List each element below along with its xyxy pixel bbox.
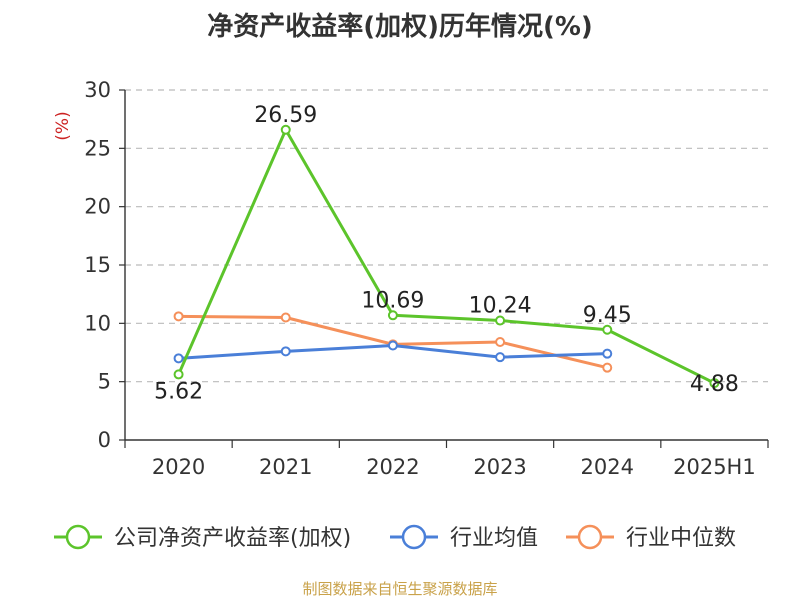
y-tick-label: 0: [98, 428, 111, 452]
data-point: [173, 311, 184, 322]
data-label: 10.69: [361, 288, 424, 313]
legend-swatch-marker: [65, 524, 91, 550]
data-label: 4.88: [690, 372, 739, 397]
y-tick-label: 25: [84, 136, 111, 160]
y-tick-label: 15: [84, 253, 111, 277]
y-tick-label: 10: [84, 311, 111, 335]
x-tick-label: 2025H1: [673, 455, 756, 479]
legend-item-2: 行业中位数: [566, 524, 736, 551]
y-tick-label: 30: [84, 78, 111, 102]
data-point: [173, 369, 184, 380]
data-label: 10.24: [469, 294, 532, 319]
axes: 0 5 10 15 20 25 30 2020 2021 2022 2023 2024 2025H1: [84, 78, 769, 479]
data-labels: 5.62 26.59 10.69 10.24 9.45 4.88: [154, 103, 739, 405]
data-point: [709, 378, 720, 389]
legend-label: 行业均值: [450, 526, 538, 551]
data-label: 26.59: [254, 103, 317, 128]
x-tick-label: 2021: [259, 455, 312, 479]
x-tick-label: 2020: [152, 455, 205, 479]
series-layer: [173, 124, 720, 389]
legend-swatch-marker: [577, 524, 603, 550]
data-point: [280, 124, 291, 135]
legend-item-0: 公司净资产收益率(加权): [54, 524, 351, 551]
legend-label: 公司净资产收益率(加权): [114, 526, 351, 551]
data-point: [495, 315, 506, 326]
source-note: 制图数据来自恒生聚源数据库: [302, 580, 498, 598]
data-point: [280, 346, 291, 357]
legend-label: 行业中位数: [626, 526, 736, 551]
data-label: 5.62: [154, 379, 203, 404]
data-point: [387, 340, 398, 351]
data-point: [173, 353, 184, 364]
x-tick-label: 2022: [366, 455, 419, 479]
data-point: [602, 348, 613, 359]
data-point: [602, 324, 613, 335]
y-tick-label: 5: [98, 370, 111, 394]
data-point: [387, 310, 398, 321]
legend: 公司净资产收益率(加权) 行业均值 行业中位数: [54, 524, 736, 551]
legend-item-1: 行业均值: [390, 524, 538, 551]
data-point: [495, 337, 506, 347]
x-tick-label: 2024: [581, 455, 634, 479]
x-tick-label: 2023: [473, 455, 526, 479]
data-point: [495, 352, 506, 363]
grid-lines: [125, 89, 768, 383]
y-tick-label: 20: [84, 195, 111, 219]
data-point: [602, 362, 613, 373]
y-axis-label: (%): [53, 111, 73, 140]
legend-swatch-marker: [401, 524, 427, 550]
chart-title: 净资产收益率(加权)历年情况(%): [207, 12, 593, 42]
data-point: [280, 312, 291, 323]
series-line-0: [177, 128, 716, 385]
data-label: 9.45: [583, 303, 632, 328]
